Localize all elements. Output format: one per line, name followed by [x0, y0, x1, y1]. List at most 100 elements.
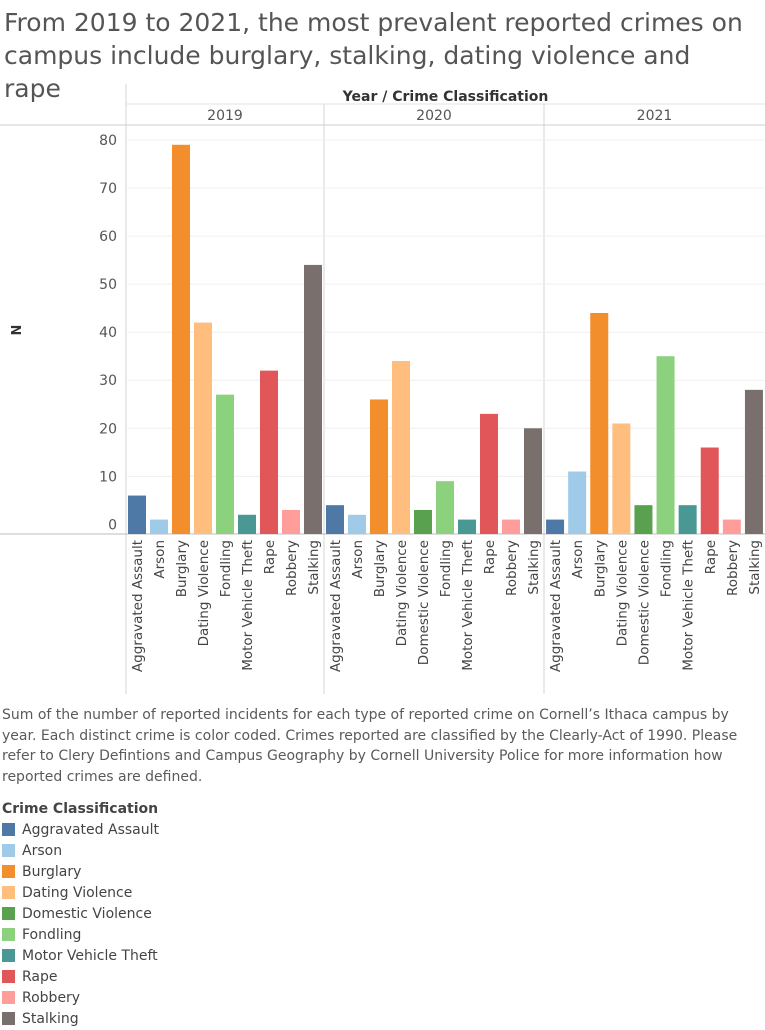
bar-2020-rape: [480, 413, 498, 534]
x-tick-label-2019-rape: Rape: [262, 540, 278, 574]
legend-swatch: [2, 1012, 15, 1025]
legend-swatch: [2, 886, 15, 899]
bar-2021-rape: [700, 447, 719, 534]
x-tick-label-2020-stalking: Stalking: [526, 540, 542, 595]
x-tick-label-2020-domestic-violence: Domestic Violence: [416, 540, 432, 665]
bar-2021-burglary: [590, 312, 609, 534]
legend-item[interactable]: Fondling: [2, 925, 159, 946]
bar-2021-dating-violence: [612, 423, 631, 534]
x-tick-label-2020-robbery: Robbery: [504, 540, 520, 596]
bar-2021-arson: [568, 471, 587, 534]
bar-2020-burglary: [370, 399, 388, 534]
x-tick-label-2020-rape: Rape: [482, 540, 498, 574]
bar-2019-robbery: [282, 509, 300, 534]
legend-item[interactable]: Dating Violence: [2, 883, 159, 904]
x-tick-label-2021-burglary: Burglary: [592, 540, 608, 597]
x-tick-label-2019-robbery: Robbery: [284, 540, 300, 596]
legend-swatch: [2, 970, 15, 983]
bar-2019-fondling: [216, 394, 234, 534]
bar-2019-stalking: [304, 264, 322, 534]
x-tick-label-2020-fondling: Fondling: [438, 540, 454, 597]
bar-2019-burglary: [172, 144, 190, 534]
y-tick-label: 0: [108, 517, 117, 533]
legend-title: Crime Classification: [2, 801, 159, 817]
chart-caption: Sum of the number of reported incidents …: [2, 707, 738, 785]
legend-label: Domestic Violence: [22, 906, 152, 922]
legend-label: Robbery: [22, 990, 81, 1006]
legend-item[interactable]: Burglary: [2, 862, 159, 883]
bar-2019-motor-vehicle-theft: [238, 514, 256, 534]
year-label-2021: 2021: [637, 108, 673, 124]
y-tick-label: 70: [99, 181, 117, 197]
y-tick-label: 30: [99, 373, 117, 389]
y-axis-label: N: [10, 325, 25, 336]
x-tick-label-2019-aggravated-assault: Aggravated Assault: [130, 540, 146, 672]
bar-2020-dating-violence: [392, 361, 410, 534]
bar-2019-aggravated-assault: [128, 495, 146, 534]
legend-item[interactable]: Aggravated Assault: [2, 820, 159, 841]
legend-items: Aggravated Assault Arson Burglary Dating Vi…: [2, 820, 159, 1030]
x-tick-label-2020-burglary: Burglary: [372, 540, 388, 597]
x-tick-label-2020-aggravated-assault: Aggravated Assault: [328, 540, 344, 672]
x-tick-label-2019-motor-vehicle-theft: Motor Vehicle Theft: [240, 540, 256, 671]
legend-item[interactable]: Robbery: [2, 988, 159, 1009]
y-tick-label: 40: [99, 325, 117, 341]
bar-2020-arson: [348, 514, 366, 534]
x-tick-label-2020-arson: Arson: [350, 540, 366, 579]
x-tick-label-2021-dating-violence: Dating Violence: [614, 540, 630, 646]
bar-2021-fondling: [656, 356, 675, 534]
legend-item[interactable]: Domestic Violence: [2, 904, 159, 925]
bar-2021-motor-vehicle-theft: [678, 505, 697, 534]
bar-2020-robbery: [502, 519, 520, 534]
legend-label: Dating Violence: [22, 885, 133, 901]
bar-2020-stalking: [524, 428, 542, 534]
y-tick-label: 20: [99, 421, 117, 437]
legend-swatch: [2, 865, 15, 878]
x-tick-label-2021-fondling: Fondling: [659, 540, 675, 597]
x-tick-label-2021-domestic-violence: Domestic Violence: [636, 540, 652, 665]
y-tick-label: 50: [99, 277, 117, 293]
x-tick-label-2020-motor-vehicle-theft: Motor Vehicle Theft: [460, 540, 476, 671]
legend-swatch: [2, 949, 15, 962]
bar-2020-fondling: [436, 481, 454, 534]
bar-2021-robbery: [722, 519, 741, 534]
legend-item[interactable]: Rape: [2, 967, 159, 988]
bar-2021-domestic-violence: [634, 505, 653, 534]
bar-2021-stalking: [744, 389, 763, 534]
legend-label: Burglary: [22, 864, 82, 880]
legend-swatch: [2, 928, 15, 941]
legend-label: Fondling: [22, 927, 82, 943]
year-label-2020: 2020: [416, 108, 452, 124]
bar-chart: Year / Crime Classification 0 10 20 30 40 50 60…: [0, 84, 765, 694]
column-header: Year / Crime Classification: [342, 89, 549, 105]
legend-label: Stalking: [22, 1011, 79, 1027]
legend-swatch: [2, 907, 15, 920]
x-tick-label-2021-arson: Arson: [570, 540, 586, 579]
x-tick-label-2021-aggravated-assault: Aggravated Assault: [548, 540, 564, 672]
x-tick-label-2019-fondling: Fondling: [218, 540, 234, 597]
bar-2019-arson: [150, 519, 168, 534]
y-tick-label: 60: [99, 229, 117, 245]
x-tick-label-2019-stalking: Stalking: [306, 540, 322, 595]
legend-label: Rape: [22, 969, 58, 985]
y-tick-label: 80: [99, 133, 117, 149]
legend-item[interactable]: Stalking: [2, 1009, 159, 1030]
bar-2020-motor-vehicle-theft: [458, 519, 476, 534]
legend-swatch: [2, 823, 15, 836]
year-label-2019: 2019: [207, 108, 243, 124]
bar-2021-aggravated-assault: [546, 519, 565, 534]
legend-swatch: [2, 844, 15, 857]
legend-item[interactable]: Arson: [2, 841, 159, 862]
y-tick-label: 10: [99, 469, 117, 485]
bar-2019-rape: [260, 370, 278, 534]
legend: Crime Classification Aggravated Assault A…: [2, 799, 159, 1030]
x-tick-label-2021-motor-vehicle-theft: Motor Vehicle Theft: [681, 540, 697, 671]
x-tick-label-2019-burglary: Burglary: [174, 540, 190, 597]
legend-label: Motor Vehicle Theft: [22, 948, 158, 964]
bar-2019-dating-violence: [194, 322, 212, 534]
chart-title: From 2019 to 2021, the most prevalent re…: [4, 8, 743, 103]
legend-label: Arson: [22, 843, 63, 859]
x-tick-label-2021-rape: Rape: [703, 540, 719, 574]
legend-swatch: [2, 991, 15, 1004]
legend-item[interactable]: Motor Vehicle Theft: [2, 946, 159, 967]
